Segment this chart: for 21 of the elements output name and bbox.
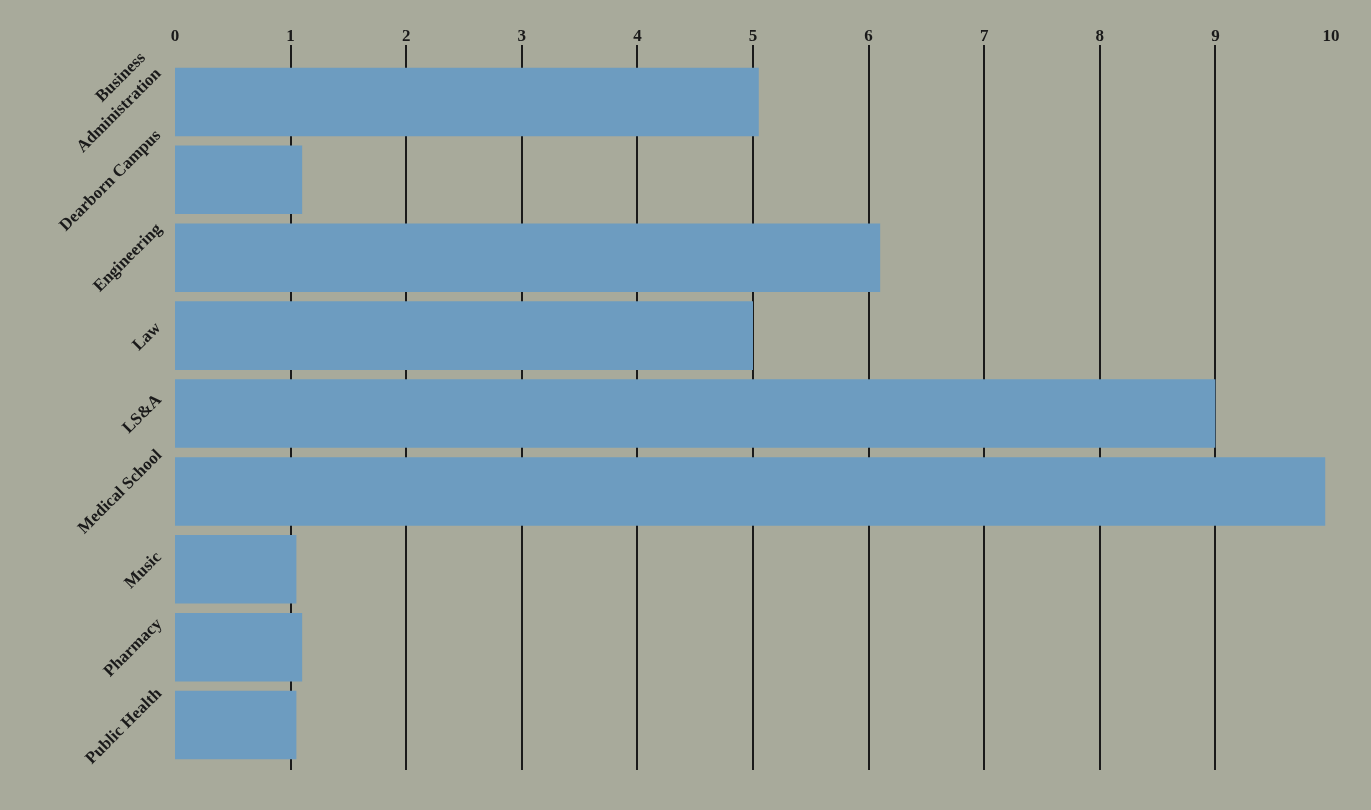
y-tick-label: Law (128, 317, 165, 355)
x-tick-label: 8 (1095, 25, 1105, 45)
x-tick-label: 9 (1211, 25, 1220, 45)
bar (175, 457, 1326, 526)
bar (175, 612, 303, 682)
x-tick-label: 7 (979, 25, 989, 45)
x-tick-label: 10 (1322, 25, 1340, 45)
x-tick-label: 4 (633, 25, 643, 45)
bar (175, 223, 881, 292)
x-tick-label: 5 (748, 25, 758, 45)
bar (175, 145, 303, 215)
x-tick-label: 0 (170, 25, 180, 45)
bar (175, 535, 297, 604)
bar (175, 379, 1216, 448)
bar (175, 690, 297, 760)
x-tick-label: 3 (517, 25, 527, 45)
x-tick-label: 1 (286, 25, 295, 45)
x-tick-label: 2 (401, 25, 411, 45)
bar (175, 67, 759, 137)
x-tick-label: 6 (864, 25, 873, 45)
bar (175, 301, 753, 370)
